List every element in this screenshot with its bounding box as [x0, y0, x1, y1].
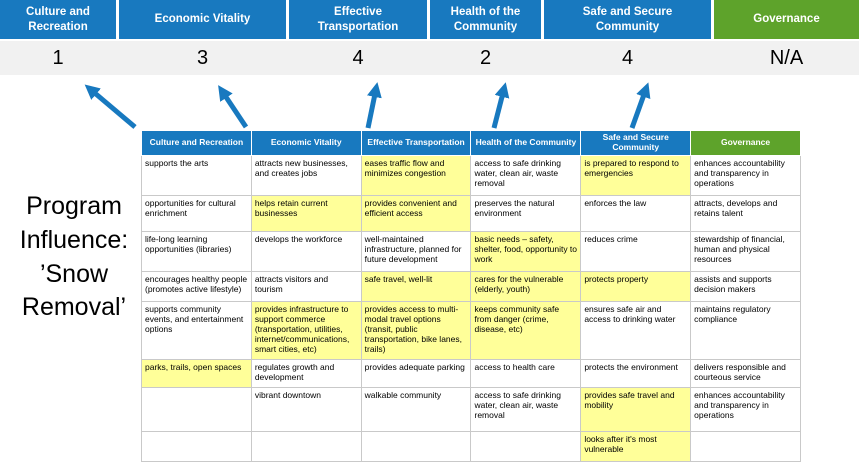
arrow-up-icon	[218, 85, 249, 129]
table-header-health-of-the-community: Health of the Community	[470, 130, 582, 156]
table-cell: access to safe drinking water, clean air…	[470, 386, 582, 432]
table-row: supports community events, and entertain…	[141, 300, 801, 360]
table-cell	[690, 430, 801, 462]
table-cell	[141, 386, 252, 432]
arrow-up-icon	[84, 84, 137, 129]
arrow-up-icon	[365, 82, 382, 129]
pillar-header-culture-and-recreation: Culture and Recreation	[0, 0, 116, 39]
table-header-effective-transportation: Effective Transportation	[360, 130, 472, 156]
table-cell: maintains regulatory compliance	[690, 300, 801, 360]
table-row: life-long learning opportunities (librar…	[141, 230, 801, 272]
table-row: supports the arts attracts new businesses…	[141, 154, 801, 196]
table-cell: walkable community	[360, 386, 472, 432]
table-cell: life-long learning opportunities (librar…	[141, 230, 252, 272]
table-cell: provides infrastructure to support comme…	[250, 300, 362, 360]
table-header-governance: Governance	[690, 130, 801, 156]
table-cell: develops the workforce	[250, 230, 362, 272]
table-cell: attracts new businesses, and creates job…	[250, 154, 362, 196]
pillar-header-health-of-the-community: Health of the Community	[430, 0, 541, 39]
pillar-header-effective-transportation: Effective Transportation	[289, 0, 427, 39]
pillar-header-safe-and-secure-community: Safe and Secure Community	[544, 0, 711, 39]
influence-table-body: supports the arts attracts new businesses…	[141, 154, 801, 462]
table-cell: enhances accountability and transparency…	[690, 386, 801, 432]
table-cell	[360, 430, 472, 462]
table-cell: ensures safe air and access to drinking …	[580, 300, 692, 360]
pillar-header-governance: Governance	[714, 0, 859, 39]
table-cell: access to safe drinking water, clean air…	[470, 154, 582, 196]
table-row: looks after it's most vulnerable	[141, 430, 801, 462]
table-cell: keeps community safe from danger (crime,…	[470, 300, 582, 360]
table-cell: well-maintained infrastructure, planned …	[360, 230, 472, 272]
table-cell: provides safe travel and mobility	[580, 386, 692, 432]
table-cell: provides convenient and efficient access	[360, 194, 472, 232]
arrow-up-icon	[491, 82, 510, 129]
table-cell: attracts, develops and retains talent	[690, 194, 801, 232]
pillar-score-culture-and-recreation: 1	[52, 46, 64, 69]
table-cell: regulates growth and development	[250, 358, 362, 388]
table-cell	[141, 430, 252, 462]
table-cell: provides adequate parking	[360, 358, 472, 388]
table-cell: looks after it's most vulnerable	[580, 430, 692, 462]
table-cell: supports the arts	[141, 154, 252, 196]
influence-arrows	[84, 82, 651, 129]
table-header-economic-vitality: Economic Vitality	[250, 130, 362, 156]
table-cell: enforces the law	[580, 194, 692, 232]
table-cell: reduces crime	[580, 230, 692, 272]
pillar-header-row: Culture and Recreation Economic Vitality E…	[0, 0, 859, 39]
table-cell: enhances accountability and transparency…	[690, 154, 801, 196]
pillar-score-governance: N/A	[769, 46, 804, 69]
table-cell: basic needs – safety, shelter, food, opp…	[470, 230, 582, 272]
table-header-safe-and-secure-community: Safe and Secure Community	[580, 130, 692, 156]
table-cell: is prepared to respond to emergencies	[580, 154, 692, 196]
table-cell: vibrant downtown	[250, 386, 362, 432]
arrow-up-icon	[629, 82, 651, 129]
table-cell: preserves the natural environment	[470, 194, 582, 232]
table-cell	[250, 430, 362, 462]
table-cell: eases traffic flow and minimizes congest…	[360, 154, 472, 196]
pillar-score-safe-and-secure-community: 4	[621, 46, 634, 69]
pillar-score-effective-transportation: 4	[352, 46, 364, 69]
table-cell: helps retain current businesses	[250, 194, 362, 232]
table-cell: protects property	[580, 270, 692, 302]
pillar-score-row: 1 3 4 2 4 N/A	[0, 41, 859, 75]
influence-table-header-row: Culture and Recreation Economic Vitality E…	[141, 130, 801, 156]
table-cell: stewardship of financial, human and phys…	[690, 230, 801, 272]
table-cell: provides access to multi-modal travel op…	[360, 300, 472, 360]
table-row: vibrant downtown walkable community access…	[141, 386, 801, 432]
table-row: parks, trails, open spaces regulates grow…	[141, 358, 801, 388]
table-cell: protects the environment	[580, 358, 692, 388]
pillar-header-economic-vitality: Economic Vitality	[119, 0, 286, 39]
table-cell: access to health care	[470, 358, 582, 388]
table-row: encourages healthy people (promotes acti…	[141, 270, 801, 302]
table-cell: assists and supports decision makers	[690, 270, 801, 302]
table-cell: attracts visitors and tourism	[250, 270, 362, 302]
table-cell: safe travel, well-lit	[360, 270, 472, 302]
table-cell: parks, trails, open spaces	[141, 358, 252, 388]
table-header-culture-and-recreation: Culture and Recreation	[141, 130, 252, 156]
table-cell: supports community events, and entertain…	[141, 300, 252, 360]
influence-table: Culture and Recreation Economic Vitality E…	[141, 130, 801, 462]
table-cell: opportunities for cultural enrichment	[141, 194, 252, 232]
table-cell	[470, 430, 582, 462]
table-cell: encourages healthy people (promotes acti…	[141, 270, 252, 302]
program-title: Program Influence: ’Snow Removal’	[19, 192, 129, 322]
pillar-score-economic-vitality: 3	[196, 46, 209, 69]
table-cell: delivers responsible and courteous servi…	[690, 358, 801, 388]
table-cell: cares for the vulnerable (elderly, youth…	[470, 270, 582, 302]
pillar-score-health-of-the-community: 2	[479, 46, 492, 69]
table-row: opportunities for cultural enrichment hel…	[141, 194, 801, 232]
